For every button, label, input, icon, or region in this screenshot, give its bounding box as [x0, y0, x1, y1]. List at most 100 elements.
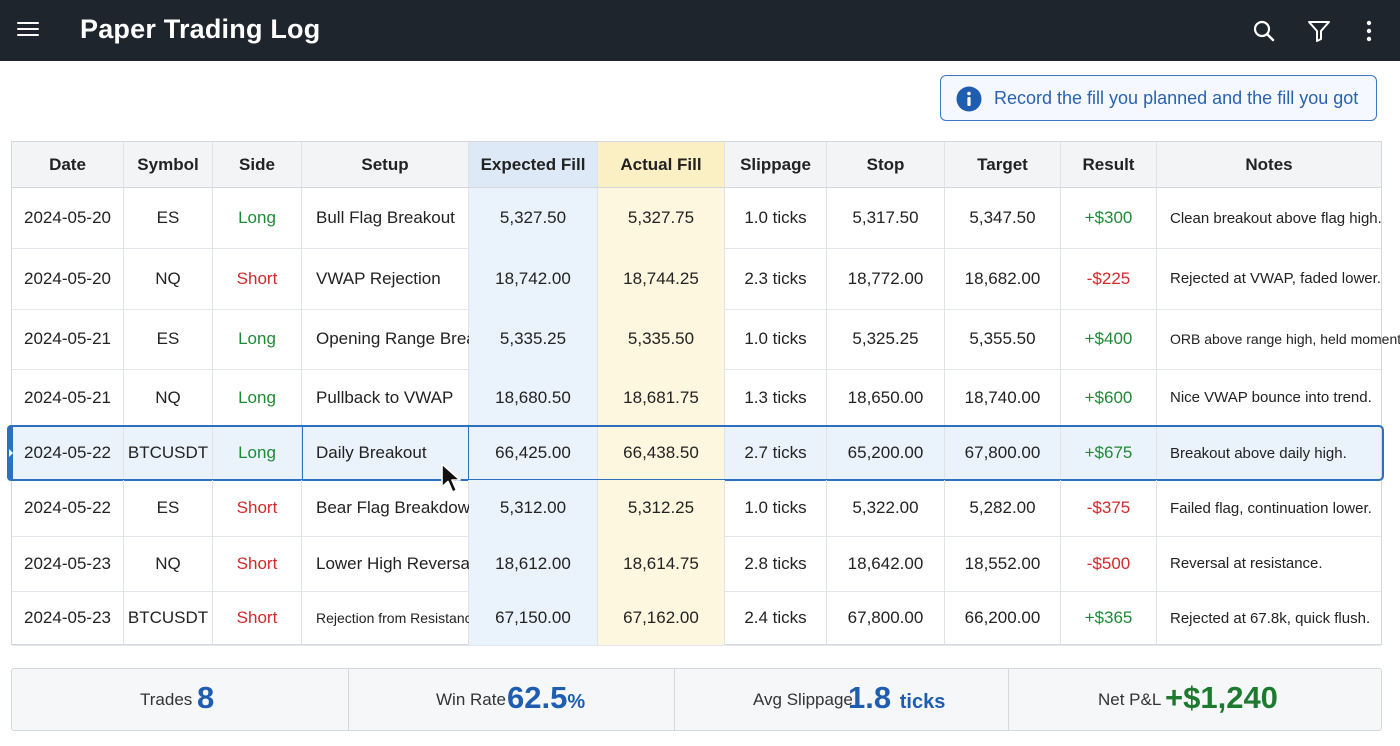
cell-setup[interactable]: Bear Flag Breakdown	[302, 480, 479, 536]
cell-actual-fill[interactable]: 18,744.25	[598, 248, 725, 309]
cell-date[interactable]: 2024-05-21	[12, 369, 124, 426]
cell-symbol[interactable]: NQ	[124, 248, 213, 309]
cell-result[interactable]: -$500	[1061, 536, 1157, 591]
cell-date[interactable]: 2024-05-22	[12, 426, 124, 480]
cell-result[interactable]: +$600	[1061, 369, 1157, 426]
cell-date[interactable]: 2024-05-23	[12, 536, 124, 591]
cell-notes[interactable]: Rejected at VWAP, faded lower.	[1170, 270, 1381, 287]
cell-slippage[interactable]: 1.0 ticks	[725, 309, 827, 369]
cell-notes[interactable]: Reversal at resistance.	[1170, 555, 1323, 572]
cell-setup[interactable]: Bull Flag Breakout	[302, 188, 469, 248]
cell-actual-fill[interactable]: 5,327.75	[598, 188, 725, 248]
col-stop-header[interactable]: Stop	[827, 142, 945, 188]
cell-expected-fill[interactable]: 5,312.00	[469, 480, 598, 536]
cell-target[interactable]: 18,682.00	[945, 248, 1061, 309]
cell-side[interactable]: Long	[213, 369, 302, 426]
col-result-header[interactable]: Result	[1061, 142, 1157, 188]
cell-symbol[interactable]: NQ	[124, 536, 213, 591]
cell-slippage[interactable]: 2.4 ticks	[725, 591, 827, 645]
cell-stop[interactable]: 65,200.00	[827, 426, 945, 480]
cell-result[interactable]: +$675	[1061, 426, 1157, 480]
cell-expected-fill[interactable]: 5,335.25	[469, 309, 598, 369]
cell-side[interactable]: Short	[213, 536, 302, 591]
cell-notes[interactable]: Rejected at 67.8k, quick flush.	[1170, 609, 1371, 627]
cell-notes[interactable]: ORB above range high, held momentum.	[1170, 331, 1400, 347]
search-icon[interactable]	[1251, 18, 1277, 44]
cell-date[interactable]: 2024-05-22	[12, 480, 124, 536]
table-row[interactable]: 2024-05-21 NQ Long Pullback to VWAP 18,680.5…	[12, 369, 1381, 427]
cell-setup[interactable]: Rejection from Resistance	[302, 591, 479, 645]
cell-stop[interactable]: 5,322.00	[827, 480, 945, 536]
cell-result[interactable]: -$375	[1061, 480, 1157, 536]
cell-symbol[interactable]: BTCUSDT	[124, 426, 213, 480]
cell-actual-fill[interactable]: 5,335.50	[598, 309, 725, 369]
cell-slippage[interactable]: 2.7 ticks	[725, 426, 827, 480]
cell-setup[interactable]: Pullback to VWAP	[302, 369, 469, 426]
cell-expected-fill[interactable]: 18,742.00	[469, 248, 598, 309]
cell-symbol[interactable]: ES	[124, 188, 213, 248]
cell-expected-fill[interactable]: 18,612.00	[469, 536, 598, 591]
cell-symbol[interactable]: ES	[124, 480, 213, 536]
table-row[interactable]: 2024-05-22 BTCUSDT Long Daily Breakout 66,42…	[7, 425, 1384, 481]
cell-actual-fill[interactable]: 18,614.75	[598, 536, 725, 591]
cell-side[interactable]: Short	[213, 248, 302, 309]
cell-actual-fill[interactable]: 66,438.50	[598, 426, 725, 480]
cell-side[interactable]: Long	[213, 309, 302, 369]
cell-notes[interactable]: Failed flag, continuation lower.	[1170, 499, 1372, 517]
cell-side[interactable]: Short	[213, 480, 302, 536]
cell-target[interactable]: 18,740.00	[945, 369, 1061, 426]
cell-setup[interactable]: Lower High Reversal	[302, 536, 474, 591]
table-row[interactable]: 2024-05-23 NQ Short Lower High Reversal 18,6…	[12, 536, 1381, 592]
cell-stop[interactable]: 67,800.00	[827, 591, 945, 645]
table-row[interactable]: 2024-05-23 BTCUSDT Short Rejection from Res…	[12, 591, 1381, 646]
table-row[interactable]: 2024-05-20 ES Long Bull Flag Breakout 5,327.…	[12, 188, 1382, 249]
cell-date[interactable]: 2024-05-23	[12, 591, 124, 645]
cell-slippage[interactable]: 1.0 ticks	[725, 188, 827, 248]
cell-stop[interactable]: 18,772.00	[827, 248, 945, 309]
cell-slippage[interactable]: 2.8 ticks	[725, 536, 827, 591]
cell-notes[interactable]: Nice VWAP bounce into trend.	[1170, 389, 1372, 406]
cell-target[interactable]: 5,282.00	[945, 480, 1061, 536]
cell-result[interactable]: -$225	[1061, 248, 1157, 309]
cell-target[interactable]: 66,200.00	[945, 591, 1061, 645]
cell-expected-fill[interactable]: 67,150.00	[469, 591, 598, 645]
col-setup-header[interactable]: Setup	[302, 142, 469, 188]
col-symbol-header[interactable]: Symbol	[124, 142, 213, 188]
cell-expected-fill[interactable]: 5,327.50	[469, 188, 598, 248]
cell-setup[interactable]: Opening Range Break	[302, 309, 484, 369]
cell-symbol[interactable]: BTCUSDT	[124, 591, 213, 645]
cell-side[interactable]: Long	[213, 426, 302, 480]
cell-target[interactable]: 18,552.00	[945, 536, 1061, 591]
cell-side[interactable]: Long	[213, 188, 302, 248]
cell-slippage[interactable]: 1.3 ticks	[725, 369, 827, 426]
table-row[interactable]: 2024-05-20 NQ Short VWAP Rejection 18,742.00…	[12, 248, 1381, 310]
cell-stop[interactable]: 18,650.00	[827, 369, 945, 426]
col-expected-fill-header[interactable]: Expected Fill	[469, 142, 598, 188]
table-row[interactable]: 2024-05-22 ES Short Bear Flag Breakdown 5,31…	[12, 480, 1381, 537]
cell-slippage[interactable]: 2.3 ticks	[725, 248, 827, 309]
cell-result[interactable]: +$400	[1061, 309, 1157, 369]
cell-symbol[interactable]: NQ	[124, 369, 213, 426]
cell-target[interactable]: 5,347.50	[945, 188, 1061, 248]
col-date-header[interactable]: Date	[12, 142, 124, 188]
cell-date[interactable]: 2024-05-21	[12, 309, 124, 369]
cell-stop[interactable]: 5,317.50	[827, 188, 945, 248]
col-side-header[interactable]: Side	[213, 142, 302, 188]
cell-result[interactable]: +$300	[1061, 188, 1157, 248]
cell-date[interactable]: 2024-05-20	[12, 248, 124, 309]
cell-expected-fill[interactable]: 18,680.50	[469, 369, 598, 426]
menu-icon[interactable]	[17, 19, 39, 41]
col-notes-header[interactable]: Notes	[1157, 142, 1381, 188]
cell-target[interactable]: 5,355.50	[945, 309, 1061, 369]
cell-slippage[interactable]: 1.0 ticks	[725, 480, 827, 536]
col-slippage-header[interactable]: Slippage	[725, 142, 827, 188]
cell-symbol[interactable]: ES	[124, 309, 213, 369]
cell-notes[interactable]: Breakout above daily high.	[1170, 444, 1347, 462]
cell-result[interactable]: +$365	[1061, 591, 1157, 645]
cell-date[interactable]: 2024-05-20	[12, 188, 124, 248]
more-vert-icon[interactable]	[1356, 18, 1382, 44]
cell-notes[interactable]: Clean breakout above flag high.	[1170, 209, 1382, 227]
cell-stop[interactable]: 5,325.25	[827, 309, 945, 369]
cell-target[interactable]: 67,800.00	[945, 426, 1061, 480]
table-row[interactable]: 2024-05-21 ES Long Opening Range Break 5,335…	[12, 309, 1400, 370]
